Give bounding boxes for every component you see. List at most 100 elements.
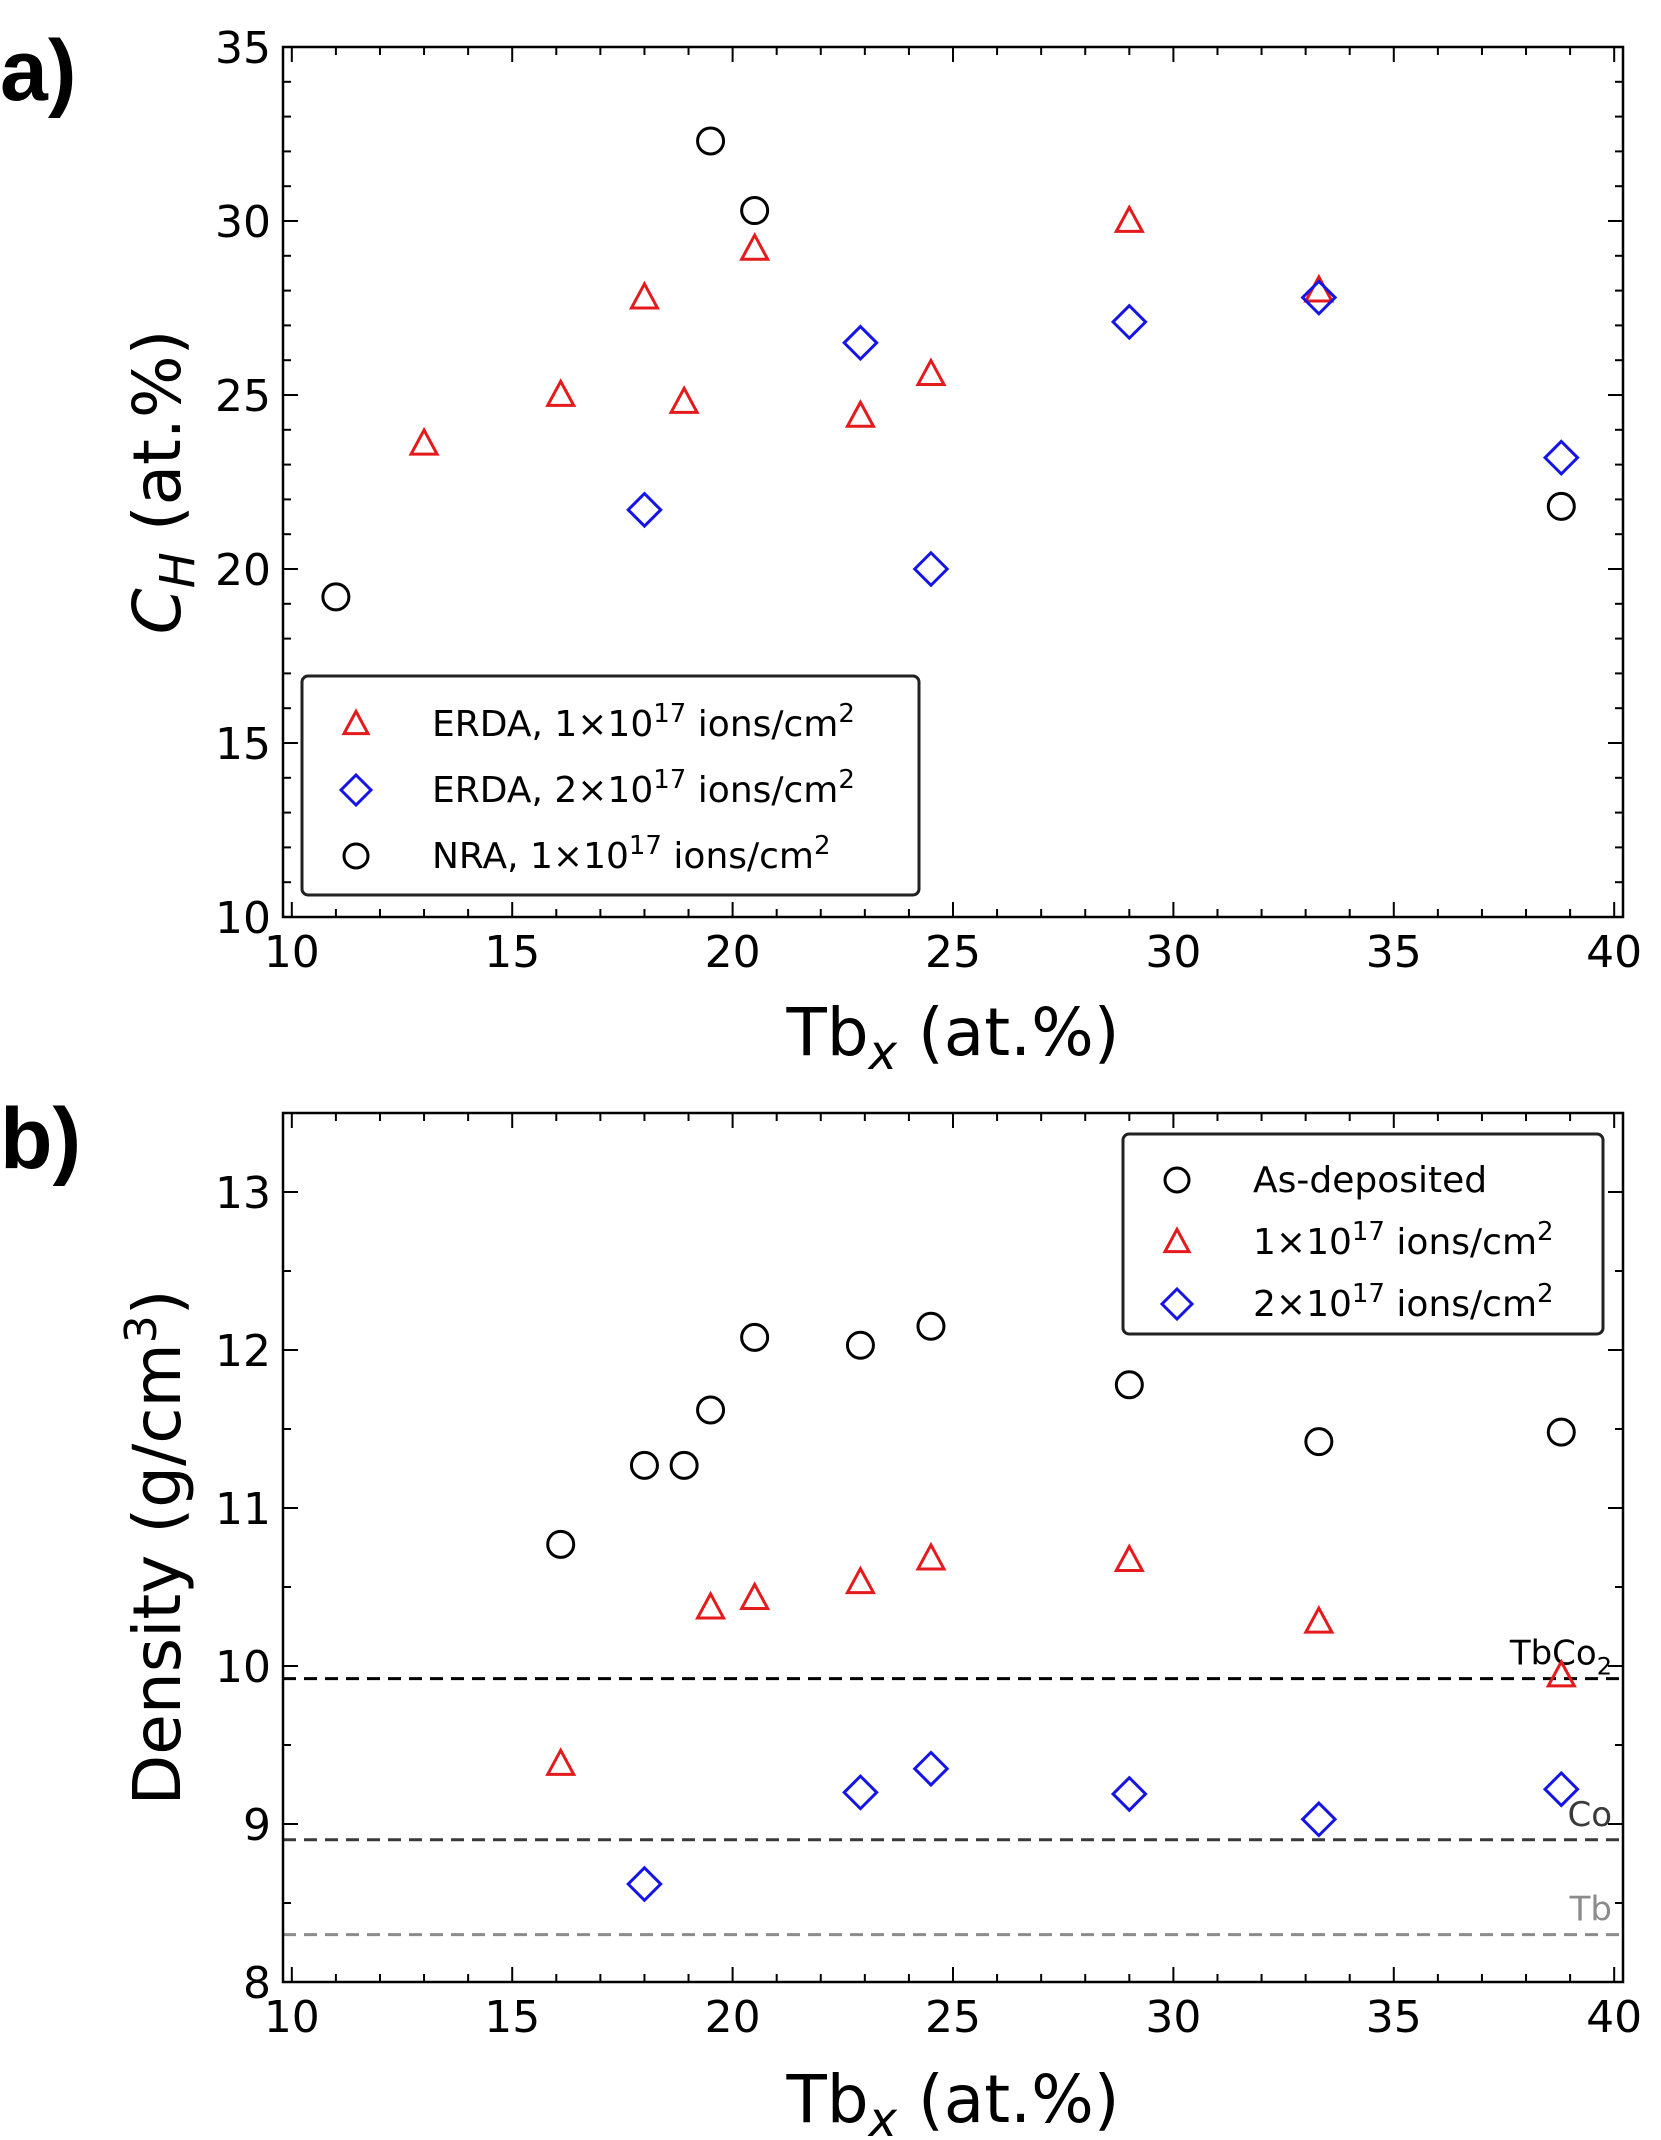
data-point-triangle — [915, 357, 947, 387]
y-tick-label: 11 — [215, 1484, 271, 1535]
y-tick-label: 15 — [215, 719, 271, 770]
x-tick-label: 40 — [1586, 1992, 1642, 2043]
x-tick-label: 15 — [484, 1992, 540, 2043]
data-point-circle — [669, 1450, 699, 1480]
legend-box — [1121, 1132, 1605, 1336]
series-2 — [626, 1750, 1580, 1903]
data-point-circle — [916, 1311, 946, 1341]
legend-label: ERDA, 1×1017 ions/cm2 — [432, 699, 855, 745]
x-tick-label: 35 — [1366, 1992, 1422, 2043]
reference-line-label: Co — [1567, 1795, 1612, 1835]
data-point-triangle — [915, 1541, 947, 1571]
y-tick-label: 10 — [215, 893, 271, 944]
panel-label: b) — [0, 1091, 81, 1187]
x-tick-label: 20 — [705, 1992, 761, 2043]
legend-marker-triangle — [341, 708, 371, 736]
reference-line-label: TbCo2 — [1509, 1634, 1612, 1681]
data-point-circle — [1546, 1417, 1576, 1447]
y-axis-title: Density (g/cm3) — [116, 1289, 196, 1805]
chart-panel-b: b) TbCo2 Co Tb 10 15 20 25 30 35 40 8 9 10 11 12 13 Tbx (… — [0, 1091, 1642, 2140]
legend-label: ERDA, 2×1017 ions/cm2 — [432, 765, 855, 811]
series-1 — [626, 279, 1580, 588]
x-tick-label: 20 — [705, 927, 761, 978]
data-point-circle — [321, 582, 351, 612]
y-tick-label: 10 — [215, 1642, 271, 1693]
series-2 — [321, 126, 1576, 612]
data-point-triangle — [1545, 1658, 1577, 1688]
data-point-triangle — [545, 1747, 577, 1776]
data-point-circle — [629, 1450, 659, 1480]
data-point-diamond — [1110, 303, 1148, 341]
data-point-circle — [546, 1529, 576, 1559]
y-tick-label: 9 — [243, 1800, 271, 1851]
y-tick-label: 30 — [215, 197, 271, 248]
data-point-circle — [696, 126, 726, 156]
y-tick-label: 12 — [215, 1326, 271, 1377]
data-point-diamond — [1300, 1800, 1338, 1838]
series-0 — [408, 204, 1335, 456]
chart-panel-a: a) 10 15 20 25 30 35 40 10 15 20 25 30 35 Tbx (at.%) CH… — [0, 23, 1642, 1081]
data-point-diamond — [626, 1865, 663, 1903]
legend-marker-circle — [342, 842, 370, 870]
x-tick-label: 25 — [925, 1992, 981, 2043]
y-tick-label: 13 — [215, 1168, 271, 1219]
data-point-circle — [740, 1322, 770, 1352]
legend-label: NRA, 1×1017 ions/cm2 — [432, 831, 831, 877]
legend-box — [300, 674, 921, 897]
data-point-triangle — [739, 1581, 771, 1610]
legend-label: As-deposited — [1253, 1160, 1487, 1201]
x-axis-title: Tbx (at.%) — [785, 994, 1119, 1081]
data-point-triangle — [695, 1590, 727, 1620]
data-point-triangle — [668, 385, 700, 414]
data-point-triangle — [739, 232, 771, 261]
x-tick-label: 10 — [264, 927, 320, 978]
legend-marker-diamond — [338, 772, 374, 808]
x-tick-label: 30 — [1145, 1992, 1201, 2043]
y-tick-label: 20 — [215, 545, 271, 596]
data-point-diamond — [842, 324, 879, 362]
y-tick-label: 35 — [215, 23, 271, 74]
data-point-diamond — [1300, 279, 1338, 316]
data-point-triangle — [844, 1565, 876, 1595]
data-point-diamond — [1542, 1770, 1580, 1808]
series-0 — [546, 1311, 1576, 1559]
x-tick-label: 10 — [264, 1992, 320, 2043]
data-point-triangle — [844, 399, 876, 428]
legend-marker-triangle — [1162, 1226, 1192, 1254]
data-point-triangle — [1113, 204, 1145, 233]
data-point-circle — [1546, 491, 1576, 521]
data-point-circle — [845, 1330, 875, 1360]
legend-marker-circle — [1163, 1166, 1191, 1194]
data-point-triangle — [545, 378, 577, 407]
legend-label: 2×1017 ions/cm2 — [1253, 1279, 1554, 1325]
y-axis-title: CH (at.%) — [119, 330, 206, 635]
data-point-triangle — [1113, 1543, 1145, 1573]
legend-label: 1×1017 ions/cm2 — [1253, 1217, 1554, 1263]
data-point-diamond — [912, 550, 950, 588]
data-point-circle — [1114, 1370, 1144, 1400]
x-tick-label: 25 — [925, 927, 981, 978]
x-tick-label: 35 — [1366, 927, 1422, 978]
legend: As-deposited 1×1017 ions/cm2 2×1017 ions/c… — [1121, 1132, 1605, 1336]
data-point-diamond — [912, 1750, 950, 1788]
x-tick-label: 30 — [1145, 927, 1201, 978]
data-point-diamond — [842, 1774, 879, 1811]
legend: ERDA, 1×1017 ions/cm2 ERDA, 2×1017 ions/c… — [300, 674, 921, 897]
data-point-triangle — [1303, 1604, 1335, 1634]
y-tick-label: 8 — [243, 1958, 271, 2009]
data-point-diamond — [1110, 1775, 1148, 1813]
reference-line-label: Tb — [1569, 1890, 1612, 1930]
data-point-circle — [1304, 1427, 1334, 1457]
series-1 — [545, 1541, 1577, 1776]
data-point-circle — [696, 1395, 726, 1425]
x-tick-label: 40 — [1586, 927, 1642, 978]
data-point-triangle — [628, 280, 660, 310]
legend-marker-diamond — [1159, 1286, 1195, 1322]
y-tick-label: 25 — [215, 371, 271, 422]
data-point-circle — [740, 196, 770, 226]
data-point-diamond — [626, 491, 663, 529]
data-point-triangle — [408, 426, 440, 456]
data-point-diamond — [1542, 439, 1580, 477]
x-tick-label: 15 — [484, 927, 540, 978]
